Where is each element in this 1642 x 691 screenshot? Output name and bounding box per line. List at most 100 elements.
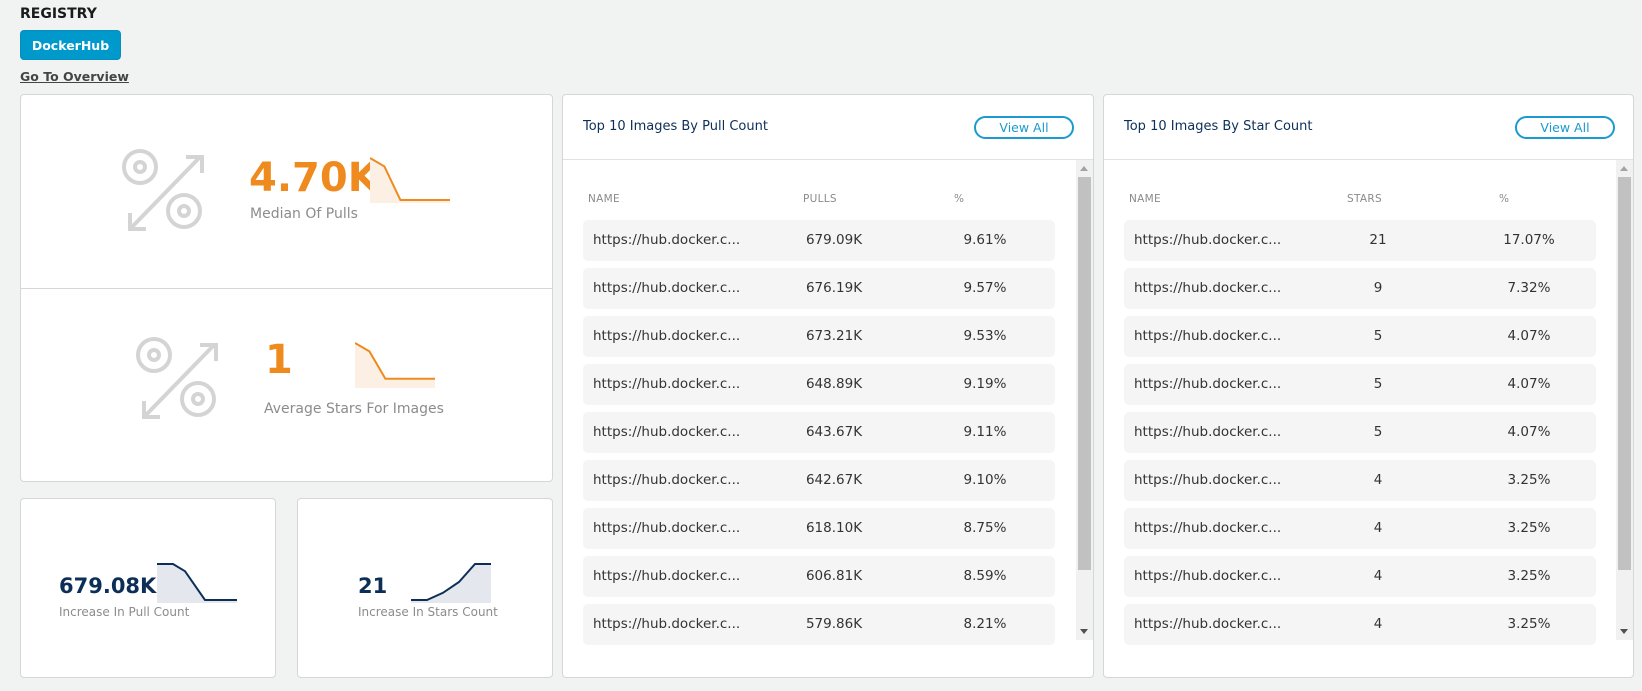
percent-cell: 17.07% — [1503, 232, 1555, 248]
image-name-cell: https://hub.docker.c... — [1134, 616, 1282, 632]
pull-increase-sparkline — [157, 563, 237, 603]
count-cell: 673.21K — [805, 328, 863, 344]
stars-increase-value: 21 — [358, 574, 388, 598]
table-row[interactable]: https://hub.docker.c... 4 3.25% — [1124, 460, 1596, 501]
table-row[interactable]: https://hub.docker.c... 5 4.07% — [1124, 364, 1596, 405]
registry-dockerhub-button[interactable]: DockerHub — [20, 30, 121, 60]
median-pulls-sparkline — [370, 157, 450, 203]
count-cell: 4 — [1373, 568, 1383, 584]
sparkline-area — [370, 158, 450, 203]
count-cell: 5 — [1373, 424, 1383, 440]
sparkline-area — [355, 343, 435, 388]
page-title: REGISTRY — [20, 6, 97, 22]
star-table-scrollbar[interactable] — [1616, 160, 1633, 640]
go-to-overview-link[interactable]: Go To Overview — [20, 69, 129, 84]
image-name-cell: https://hub.docker.c... — [593, 472, 741, 488]
image-name-cell: https://hub.docker.c... — [1134, 520, 1282, 536]
table-row[interactable]: https://hub.docker.c... 4 3.25% — [1124, 604, 1596, 645]
median-pulls-kpi: 4.70K Median Of Pulls — [21, 95, 552, 285]
count-cell: 606.81K — [805, 568, 863, 584]
image-name-cell: https://hub.docker.c... — [593, 232, 741, 248]
percent-cell: 9.11% — [963, 424, 1007, 440]
percent-cell: 9.57% — [963, 280, 1007, 296]
percent-cell: 8.59% — [963, 568, 1007, 584]
percent-cell: 3.25% — [1507, 616, 1551, 632]
kpi-card: 4.70K Median Of Pulls 1 Average Stars Fo… — [20, 94, 553, 482]
image-name-cell: https://hub.docker.c... — [593, 616, 741, 632]
table-row[interactable]: https://hub.docker.c... 4 3.25% — [1124, 508, 1596, 549]
table-row[interactable]: https://hub.docker.c... 5 4.07% — [1124, 412, 1596, 453]
average-stars-sparkline — [355, 342, 435, 388]
image-name-cell: https://hub.docker.c... — [1134, 376, 1282, 392]
median-pulls-label: Median Of Pulls — [250, 206, 358, 222]
scroll-down-icon[interactable] — [1080, 629, 1088, 634]
count-cell: 643.67K — [805, 424, 863, 440]
percent-arrows-icon — [122, 149, 204, 231]
pull-increase-card: 679.08K Increase In Pull Count — [20, 498, 276, 678]
stars-increase-sparkline — [411, 563, 491, 603]
image-name-cell: https://hub.docker.c... — [593, 328, 741, 344]
table-row[interactable]: https://hub.docker.c... 679.09K 9.61% — [583, 220, 1055, 261]
count-cell: 5 — [1373, 376, 1383, 392]
count-cell: 579.86K — [805, 616, 863, 632]
image-name-cell: https://hub.docker.c... — [593, 424, 741, 440]
pull-increase-label: Increase In Pull Count — [59, 605, 190, 619]
table-row[interactable]: https://hub.docker.c... 642.67K 9.10% — [583, 460, 1055, 501]
percent-cell: 9.10% — [963, 472, 1007, 488]
table-row[interactable]: https://hub.docker.c... 579.86K 8.21% — [583, 604, 1055, 645]
count-cell: 4 — [1373, 472, 1383, 488]
count-cell: 618.10K — [805, 520, 863, 536]
sparkline-line — [355, 342, 435, 380]
col-header-pct: % — [954, 193, 965, 205]
count-cell: 676.19K — [805, 280, 863, 296]
pull-table-title: Top 10 Images By Pull Count — [583, 119, 768, 134]
image-name-cell: https://hub.docker.c... — [1134, 424, 1282, 440]
col-header-name: NAME — [588, 193, 620, 205]
table-row[interactable]: https://hub.docker.c... 4 3.25% — [1124, 556, 1596, 597]
count-cell: 4 — [1373, 520, 1383, 536]
scroll-up-icon[interactable] — [1620, 166, 1628, 171]
table-row[interactable]: https://hub.docker.c... 5 4.07% — [1124, 316, 1596, 357]
pull-table-scrollbar[interactable] — [1076, 160, 1093, 640]
scroll-down-icon[interactable] — [1620, 629, 1628, 634]
image-name-cell: https://hub.docker.c... — [593, 568, 741, 584]
image-name-cell: https://hub.docker.c... — [1134, 232, 1282, 248]
table-row[interactable]: https://hub.docker.c... 673.21K 9.53% — [583, 316, 1055, 357]
sparkline-area — [157, 564, 237, 603]
table-row[interactable]: https://hub.docker.c... 9 7.32% — [1124, 268, 1596, 309]
percent-arrows-icon — [136, 337, 218, 419]
pull-view-all-button[interactable]: View All — [974, 116, 1074, 139]
col-header-pct: % — [1499, 193, 1510, 205]
pull-table-rows: https://hub.docker.c... 679.09K 9.61% https… — [583, 220, 1055, 652]
col-header-stars: STARS — [1347, 193, 1382, 205]
percent-cell: 9.19% — [963, 376, 1007, 392]
top-pull-count-card: Top 10 Images By Pull Count View All NAM… — [562, 94, 1094, 678]
header-divider — [1104, 159, 1633, 160]
table-row[interactable]: https://hub.docker.c... 676.19K 9.57% — [583, 268, 1055, 309]
average-stars-value: 1 — [265, 337, 293, 383]
table-row[interactable]: https://hub.docker.c... 648.89K 9.19% — [583, 364, 1055, 405]
count-cell: 5 — [1373, 328, 1383, 344]
kpi-divider — [21, 288, 552, 289]
star-table-title: Top 10 Images By Star Count — [1124, 119, 1313, 134]
percent-cell: 8.21% — [963, 616, 1007, 632]
percent-cell: 4.07% — [1507, 424, 1551, 440]
median-pulls-value: 4.70K — [249, 155, 379, 201]
table-row[interactable]: https://hub.docker.c... 21 17.07% — [1124, 220, 1596, 261]
count-cell: 642.67K — [805, 472, 863, 488]
top-star-count-card: Top 10 Images By Star Count View All NAM… — [1103, 94, 1634, 678]
pull-increase-value: 679.08K — [59, 574, 157, 598]
image-name-cell: https://hub.docker.c... — [593, 280, 741, 296]
table-row[interactable]: https://hub.docker.c... 643.67K 9.11% — [583, 412, 1055, 453]
count-cell: 648.89K — [805, 376, 863, 392]
percent-cell: 8.75% — [963, 520, 1007, 536]
count-cell: 679.09K — [805, 232, 863, 248]
scrollbar-thumb[interactable] — [1078, 177, 1091, 570]
table-row[interactable]: https://hub.docker.c... 606.81K 8.59% — [583, 556, 1055, 597]
scroll-up-icon[interactable] — [1080, 166, 1088, 171]
star-view-all-button[interactable]: View All — [1515, 116, 1615, 139]
scrollbar-thumb[interactable] — [1618, 177, 1631, 570]
col-header-name: NAME — [1129, 193, 1161, 205]
table-row[interactable]: https://hub.docker.c... 618.10K 8.75% — [583, 508, 1055, 549]
image-name-cell: https://hub.docker.c... — [593, 376, 741, 392]
